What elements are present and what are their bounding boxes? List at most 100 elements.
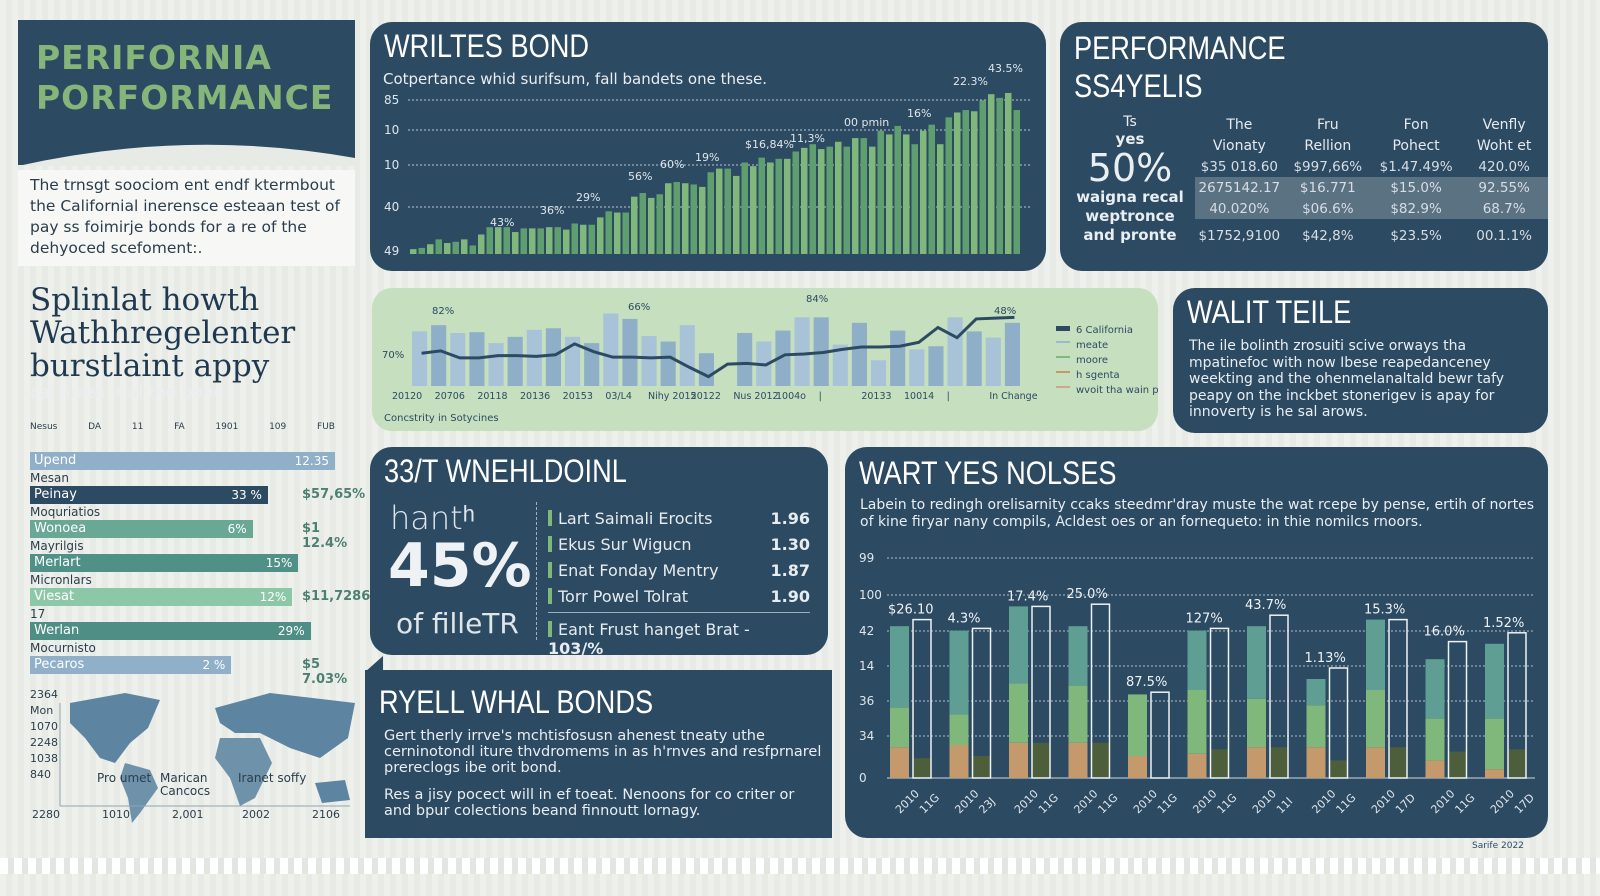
table-cell: $1.47.49% — [1379, 158, 1453, 175]
table-row: $1752,9100 $42,8% $23.5% 00.1.1% — [1195, 219, 1548, 253]
bar — [648, 197, 655, 254]
serif-line: Splinlat howth — [30, 282, 260, 318]
legend-swatch — [1056, 371, 1070, 373]
map-x-label: 2280 — [32, 808, 60, 821]
divider — [536, 502, 537, 640]
bar — [784, 158, 791, 254]
y-tick-label: 0 — [859, 771, 867, 785]
bar — [928, 124, 935, 255]
bar — [469, 245, 476, 254]
x-tick-label: 03/L4 — [605, 391, 632, 402]
x-tick-label: 20133 — [861, 391, 891, 402]
eurasia-shape — [215, 693, 355, 758]
bar — [597, 217, 604, 254]
big-stat-bottom: of filleTR — [396, 607, 519, 640]
divider — [548, 612, 810, 613]
stack-segment — [1187, 753, 1207, 778]
map-x-label: 2,001 — [172, 808, 204, 821]
bar — [605, 211, 612, 254]
map-x-label: 2002 — [242, 808, 270, 821]
south-america-shape — [120, 763, 158, 823]
stack-segment — [1187, 630, 1207, 690]
stack-segment — [1009, 683, 1028, 743]
legend-label: meate — [1076, 340, 1108, 351]
stack-segment — [1009, 606, 1028, 684]
x-tick-label: 20118 — [477, 391, 507, 402]
outline-bar — [912, 618, 932, 779]
walit-panel: WALIT TEILE The ile bolinth zrosuiti sci… — [1173, 288, 1548, 433]
table-row: $35 018.60 $997,66% $1.47.49% 420.0% — [1195, 156, 1548, 177]
x-tick-label: Nihy 2015 — [648, 391, 697, 402]
stack-segment — [1485, 769, 1504, 778]
bar-value: 6% — [227, 522, 247, 536]
footer-credit: Sarife 2022 — [1472, 841, 1524, 851]
outline-bar — [1328, 667, 1349, 779]
x-tick-label: 10014 — [904, 391, 934, 402]
bar — [909, 349, 925, 386]
outline-bar — [1209, 627, 1230, 779]
outline-bar-base — [1210, 749, 1229, 778]
bar — [724, 168, 731, 254]
kpi-value: 50% — [1087, 146, 1173, 190]
bar — [988, 94, 995, 255]
panel-title: 33/T WNEHLDOINL — [384, 453, 627, 489]
decorative-stripe — [0, 858, 1600, 874]
writes-bond-chart: 49 40 10 10 85 43% 36% 29% 56% 60% 19% $16,84%11,3%… — [384, 62, 1030, 258]
bar-top-label: 43.7% — [1245, 598, 1286, 613]
bar — [852, 138, 859, 254]
performance-table: The Fru Fon Venfly Vionaty Rellion Pohect Woht … — [1195, 114, 1548, 253]
bar-list-row: Mocurnisto Pecaros 2 % $5 7.03% — [30, 640, 360, 687]
bar — [962, 110, 969, 254]
map-x-label: 2106 — [312, 808, 340, 821]
legend-swatch — [1056, 386, 1070, 388]
bar — [971, 111, 978, 254]
kpi-caption: waigna recal weptronce and pronte — [1076, 188, 1184, 244]
stack-segment — [1187, 690, 1207, 754]
panel-text: Labein to redingh orelisarnity ccaks ste… — [860, 497, 1535, 530]
y-tick-label: 10 — [384, 123, 399, 137]
bar — [741, 162, 748, 254]
stack-segment — [1247, 698, 1266, 748]
bar-value: 29% — [277, 624, 305, 638]
table-cell: $1752,9100 — [1198, 228, 1281, 244]
bar — [750, 166, 757, 254]
bar — [622, 318, 638, 386]
table-cell: $16.771 — [1283, 177, 1372, 198]
wave-shape — [18, 144, 355, 166]
outline-bar — [1031, 605, 1051, 779]
bar — [512, 232, 519, 254]
serif-subline: cal firren. Cal the bond — [30, 383, 225, 403]
stack-segment — [1068, 742, 1088, 778]
serif-line: burstlaint appy — [30, 348, 270, 384]
bar — [526, 329, 542, 386]
total-item: Eant Frust hanget Brat - 103/% — [548, 620, 750, 658]
kpi-block: Ts yes 50% waigna recal weptronce and pron… — [1070, 114, 1190, 245]
stack-segment — [1366, 747, 1385, 778]
bar — [832, 344, 848, 386]
legend-label: moore — [1076, 355, 1108, 366]
panel-title: RYELL WHAL BONDS — [379, 684, 654, 720]
bar — [418, 247, 425, 254]
bar — [427, 244, 434, 254]
stack-segment — [1128, 756, 1147, 778]
intro-text: The trnsgt soociom ent endf ktermbout th… — [18, 170, 355, 266]
bar — [966, 331, 982, 386]
bar — [631, 196, 638, 254]
bar-list-row: 17 Werlan 29% — [30, 606, 360, 640]
bar — [985, 337, 1001, 386]
bar — [431, 325, 447, 386]
bar-top-label: 87.5% — [1126, 675, 1167, 690]
panel-title: WART YES NOLSES — [859, 455, 1117, 491]
stat-item: Lart Saimali Erocits 1.96 — [548, 509, 810, 528]
bar — [1005, 92, 1012, 255]
bar-list-row: Upend 12.35 — [30, 436, 360, 470]
map-y-label: 2364 — [30, 688, 58, 701]
stack-segment — [1247, 626, 1266, 699]
row-caption: Mocurnisto — [30, 641, 96, 655]
bar — [622, 212, 629, 254]
bar-value: 12.35 — [294, 454, 329, 468]
bar — [835, 141, 842, 254]
legend-label: 6 California — [1076, 325, 1133, 336]
bar — [937, 144, 944, 254]
legend-swatch — [1056, 326, 1070, 331]
